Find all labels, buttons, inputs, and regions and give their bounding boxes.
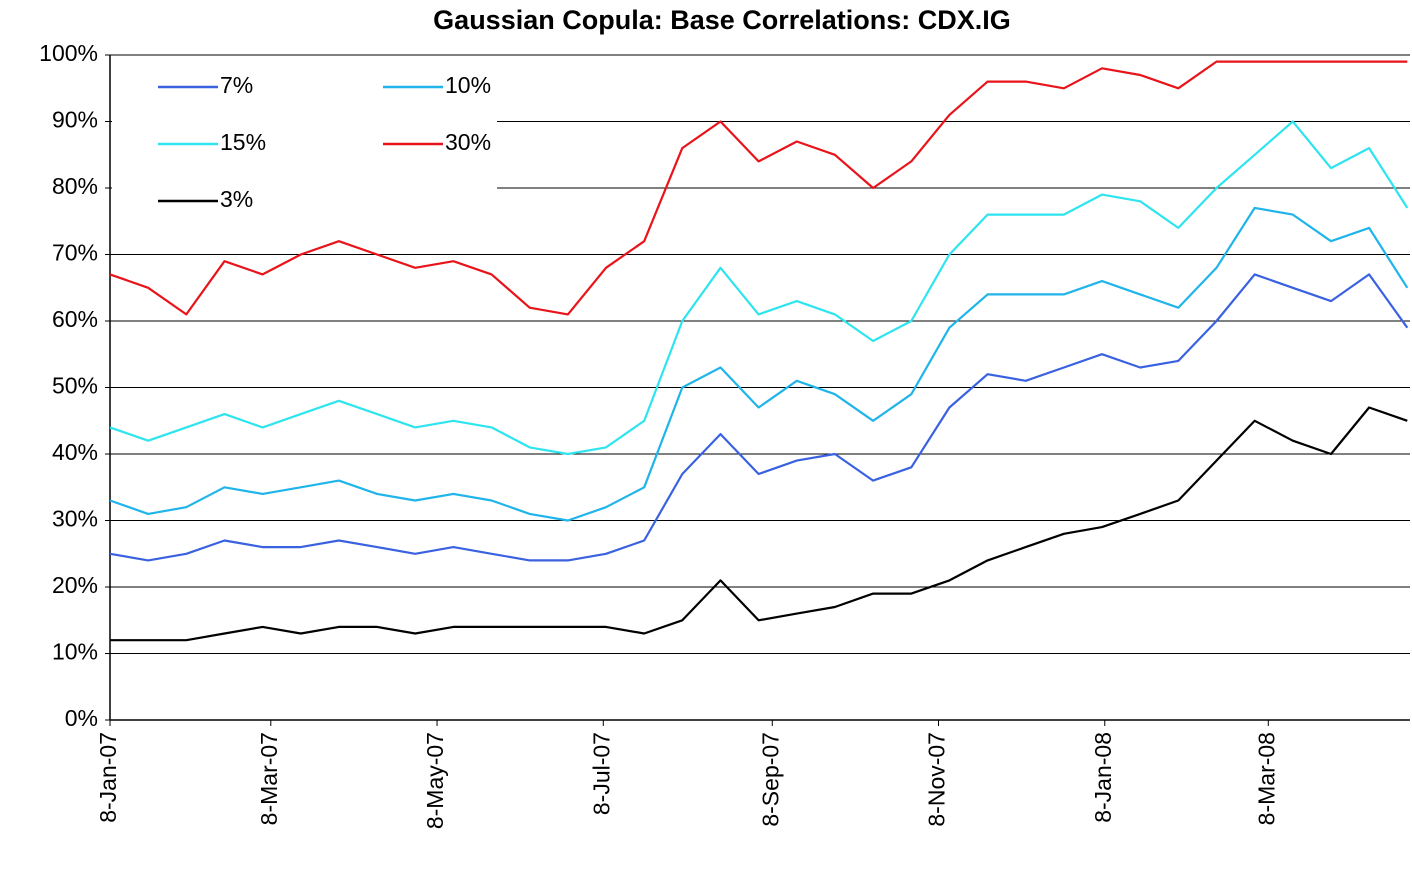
y-tick-label: 80% bbox=[52, 173, 98, 199]
x-tick-label: 8-Mar-08 bbox=[1253, 732, 1279, 825]
legend-label: 3% bbox=[220, 186, 253, 212]
y-tick-label: 70% bbox=[52, 240, 98, 266]
x-tick-label: 8-Jan-07 bbox=[95, 732, 121, 823]
chart-title: Gaussian Copula: Base Correlations: CDX.… bbox=[433, 5, 1011, 35]
y-tick-label: 60% bbox=[52, 306, 98, 332]
series-line bbox=[109, 206, 1409, 522]
series-line bbox=[109, 273, 1409, 562]
series-line bbox=[109, 120, 1409, 456]
x-tick-label: 8-May-07 bbox=[422, 732, 448, 829]
x-tick-label: 8-Jul-07 bbox=[588, 732, 614, 815]
x-tick-label: 8-Jan-08 bbox=[1090, 732, 1116, 823]
legend-box bbox=[112, 57, 497, 225]
legend-label: 15% bbox=[220, 129, 266, 155]
legend-label: 30% bbox=[445, 129, 491, 155]
y-tick-label: 10% bbox=[52, 639, 98, 665]
legend: 7% 10% 15% 30% 3% bbox=[112, 57, 497, 225]
x-tick-label: 8-Nov-07 bbox=[924, 732, 950, 827]
y-tick-label: 0% bbox=[65, 705, 98, 731]
y-tick-label: 40% bbox=[52, 439, 98, 465]
series-line bbox=[109, 60, 1408, 316]
legend-label: 10% bbox=[445, 72, 491, 98]
y-tick-label: 20% bbox=[52, 572, 98, 598]
series-line bbox=[110, 406, 1408, 642]
y-tick-label: 90% bbox=[52, 107, 98, 133]
y-tick-label: 100% bbox=[39, 40, 98, 66]
legend-label: 7% bbox=[220, 72, 253, 98]
x-tick-label: 8-Sep-07 bbox=[757, 732, 783, 827]
x-tick-label: 8-Mar-07 bbox=[256, 732, 282, 825]
y-tick-label: 50% bbox=[52, 373, 98, 399]
y-tick-label: 30% bbox=[52, 506, 98, 532]
